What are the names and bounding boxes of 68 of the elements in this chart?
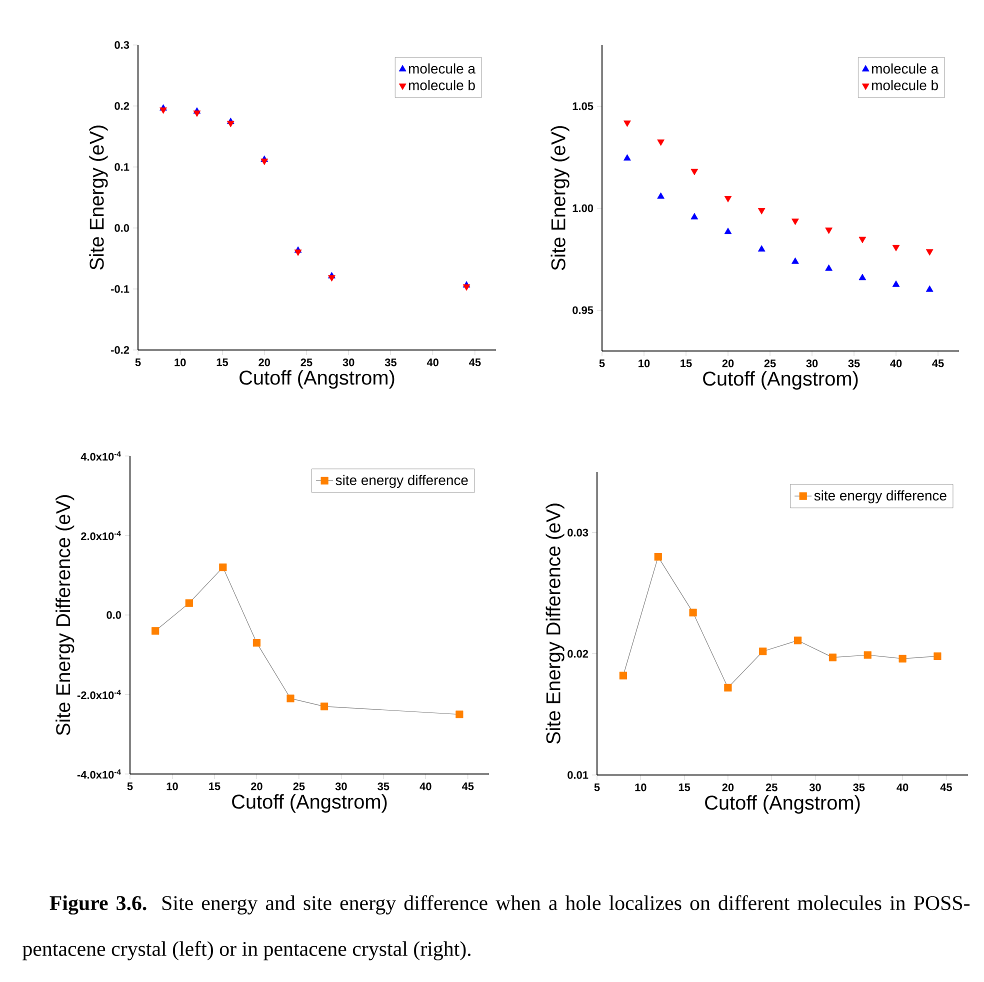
x-tick-label: 20 bbox=[722, 360, 734, 368]
legend-label: molecule a bbox=[408, 63, 476, 74]
legend-label: site energy difference bbox=[814, 490, 946, 504]
y-tick-label: 0.0 bbox=[114, 224, 130, 232]
x-tick-label: 35 bbox=[384, 358, 396, 366]
x-tick-label: 30 bbox=[335, 782, 347, 790]
x-tick-label: 35 bbox=[848, 360, 860, 368]
y-tick-label: -0.1 bbox=[111, 285, 130, 293]
y-tick-label: 0.2 bbox=[114, 102, 130, 110]
y-axis-title: Site Energy (eV) bbox=[550, 126, 570, 270]
text: Figure 3.6. Site energy and site energy difference when a hole localizes on different molecules in POSS-pentacene crystal (left) or in pentacene crystal (right). bbox=[22, 895, 970, 960]
x-tick-label: 15 bbox=[680, 360, 692, 368]
x-tick-label: 40 bbox=[420, 782, 432, 790]
y-tick-label: 2.0x10$^{-4}$ bbox=[81, 530, 121, 540]
x-tick-label: 45 bbox=[940, 784, 952, 792]
x-tick-label: 20 bbox=[258, 358, 270, 366]
x-tick-label: 10 bbox=[166, 782, 178, 790]
x-tick-label: 15 bbox=[209, 782, 220, 790]
y-tick-label: 0.0 bbox=[106, 611, 122, 619]
x-tick-label: 5 bbox=[135, 358, 141, 366]
legend-label: molecule b bbox=[408, 80, 475, 90]
x-tick-label: 10 bbox=[635, 784, 646, 792]
y-tick-label: 0.3 bbox=[114, 41, 130, 49]
x-tick-label: 45 bbox=[469, 358, 481, 366]
x-tick-label: 10 bbox=[638, 360, 650, 368]
x-tick-label: 35 bbox=[378, 782, 390, 790]
x-tick-label: 40 bbox=[896, 784, 908, 792]
x-axis-title: Cutoff (Angstrom) bbox=[240, 370, 394, 389]
x-tick-label: 30 bbox=[809, 784, 821, 792]
legend-label: molecule a bbox=[872, 63, 939, 74]
x-tick-label: 40 bbox=[426, 358, 438, 366]
y-tick-label: -2.0x10$^{-4}$ bbox=[77, 690, 121, 700]
y-axis-title: Site Energy Difference (eV) bbox=[546, 504, 564, 744]
x-tick-label: 25 bbox=[293, 782, 305, 790]
y-tick-label: 4.0x10$^{-4}$ bbox=[80, 451, 121, 461]
x-tick-label: 5 bbox=[599, 360, 605, 368]
y-tick-label: 0.02 bbox=[568, 650, 588, 658]
y-tick-label: 0.1 bbox=[114, 163, 130, 171]
x-tick-label: 15 bbox=[678, 784, 690, 792]
y-axis-title: Site Energy (eV) bbox=[89, 126, 108, 270]
x-tick-label: 35 bbox=[853, 784, 865, 792]
x-tick-label: 25 bbox=[300, 358, 312, 366]
legend-label: molecule b bbox=[872, 80, 938, 90]
x-tick-label: 20 bbox=[722, 784, 734, 792]
x-axis-title: Cutoff (Angstrom) bbox=[703, 371, 858, 390]
x-axis-title: Cutoff (Angstrom) bbox=[705, 795, 860, 814]
x-tick-label: 30 bbox=[806, 360, 818, 368]
x-tick-label: 45 bbox=[932, 360, 944, 368]
y-tick-label: -0.2 bbox=[111, 346, 130, 354]
x-tick-label: 10 bbox=[174, 358, 186, 366]
legend-label: site energy difference bbox=[336, 474, 468, 488]
x-tick-label: 15 bbox=[216, 358, 228, 366]
x-tick-label: 45 bbox=[462, 782, 474, 790]
x-tick-label: 40 bbox=[890, 360, 902, 368]
y-axis-title: Site Energy Difference (eV) bbox=[56, 495, 74, 736]
y-tick-label: 0.03 bbox=[568, 528, 588, 536]
x-axis-title: Cutoff (Angstrom) bbox=[232, 794, 387, 813]
y-tick-label: 1.00 bbox=[572, 204, 594, 212]
x-tick-label: 5 bbox=[127, 782, 133, 790]
x-tick-label: 25 bbox=[766, 784, 778, 792]
y-tick-label: 1.05 bbox=[572, 102, 594, 110]
y-tick-label: 0.95 bbox=[572, 306, 594, 314]
y-tick-label: 0.01 bbox=[568, 771, 588, 779]
x-tick-label: 30 bbox=[342, 358, 354, 366]
x-tick-label: 25 bbox=[764, 360, 776, 368]
x-tick-label: 5 bbox=[594, 784, 600, 792]
x-tick-label: 20 bbox=[250, 782, 262, 790]
y-tick-label: -4.0x10$^{-4}$ bbox=[77, 769, 121, 779]
